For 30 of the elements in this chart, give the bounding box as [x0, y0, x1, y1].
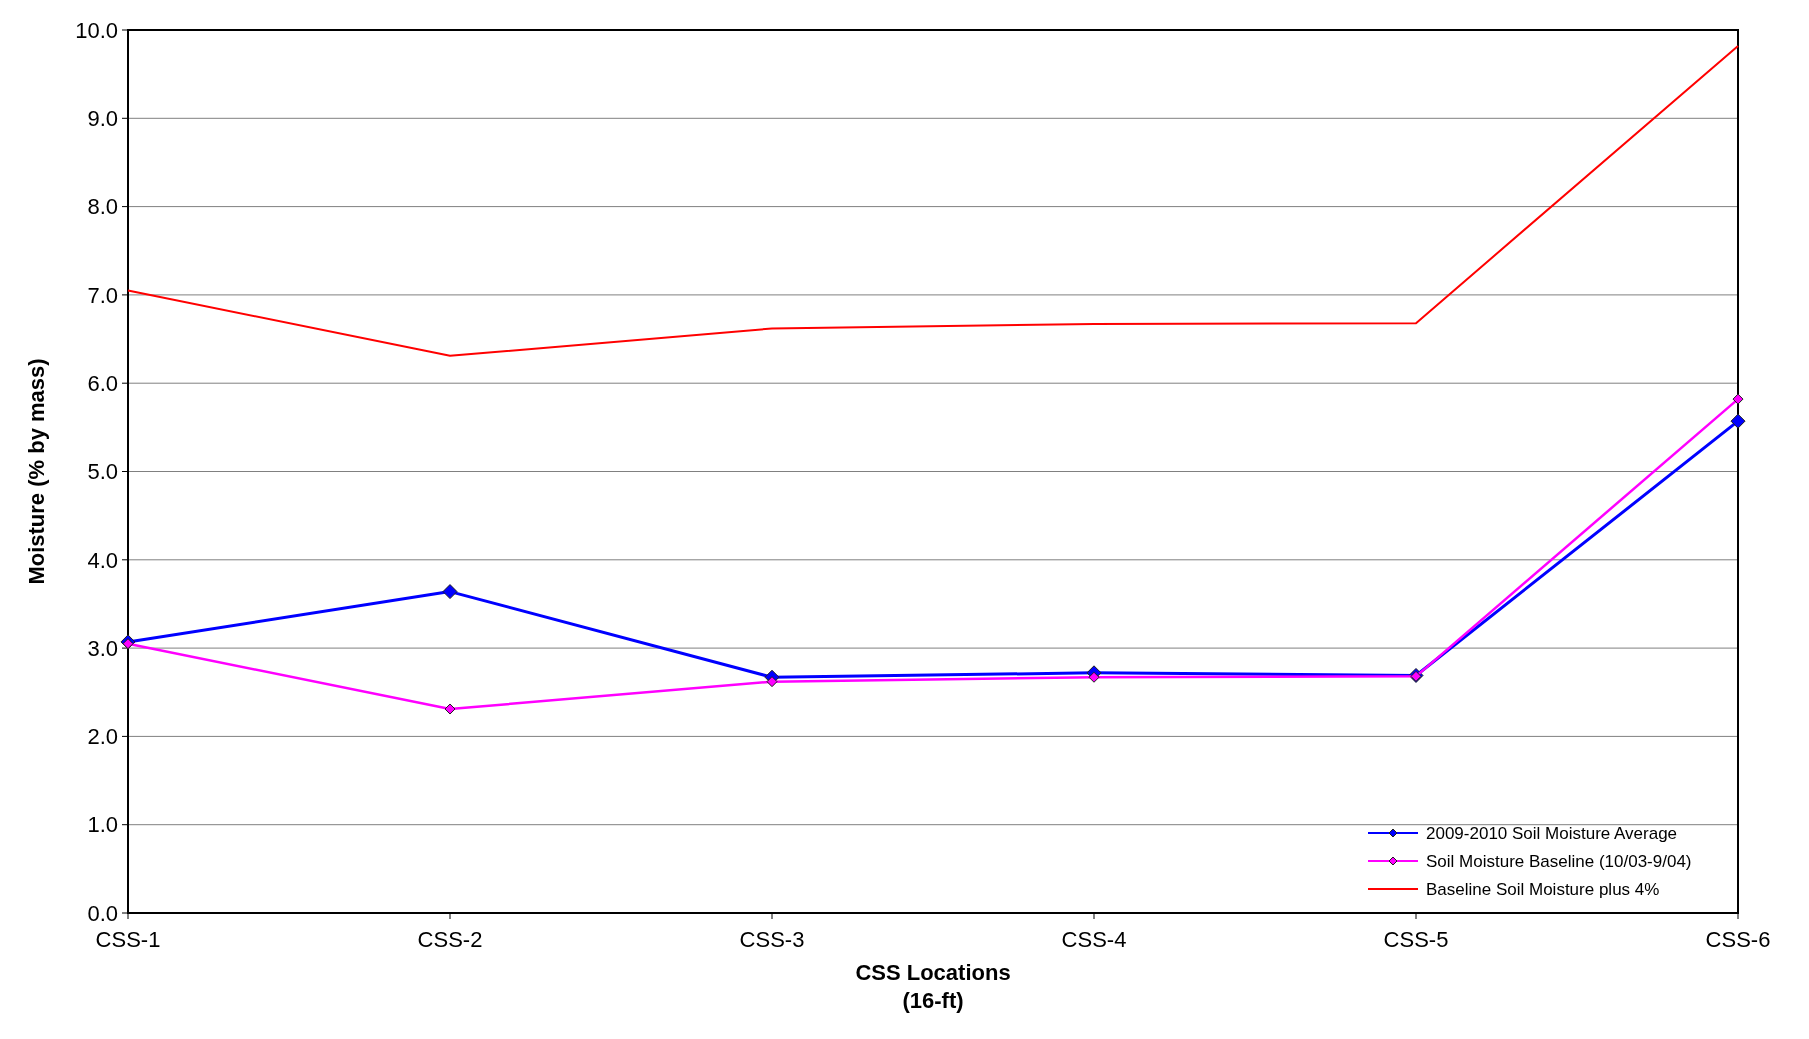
y-tick-label: 4.0 [87, 547, 118, 573]
x-tick-label: CSS-6 [1705, 927, 1771, 952]
y-tick-label: 7.0 [87, 282, 118, 308]
legend-label: Soil Moisture Baseline (10/03-9/04) [1426, 851, 1692, 871]
point [122, 638, 134, 650]
y-tick-label: 2.0 [87, 724, 118, 750]
y-tick-label: 8.0 [87, 194, 118, 220]
y-tick-label: 5.0 [87, 459, 118, 485]
y-tick-label: 6.0 [87, 370, 118, 396]
point [444, 703, 456, 715]
point [766, 676, 778, 688]
y-tick-label: 1.0 [87, 812, 118, 838]
y-tick-label: 10.0 [75, 17, 118, 43]
line-series [127, 44, 1739, 357]
point [1732, 393, 1744, 405]
point [442, 584, 458, 600]
x-tick-label: CSS-5 [1383, 927, 1449, 952]
legend-label: Baseline Soil Moisture plus 4% [1426, 879, 1660, 899]
legend-label: 2009-2010 Soil Moisture Average [1426, 823, 1678, 843]
y-tick-label: 0.0 [87, 900, 118, 926]
point [1730, 413, 1746, 429]
y-tick-label: 9.0 [87, 106, 118, 131]
x-tick-label: CSS-2 [417, 927, 483, 952]
x-tick-label: CSS-1 [95, 927, 161, 952]
x-axis-title: CSS Locations (16-ft) [855, 960, 1011, 1013]
point [1088, 671, 1100, 683]
x-tick-label: CSS-4 [1061, 927, 1127, 952]
y-axis-title: Moisture (% by mass) [24, 358, 49, 585]
y-tick-label: 3.0 [87, 635, 118, 661]
x-tick-label: CSS-3 [739, 927, 805, 952]
